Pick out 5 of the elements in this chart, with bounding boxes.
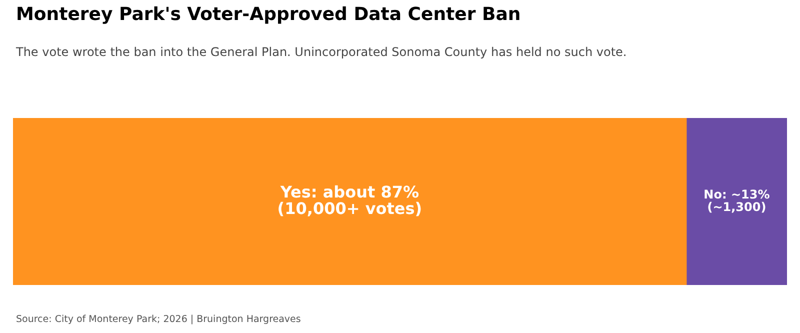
- data-label: Yes: about 87% (10,000+ votes): [277, 182, 422, 218]
- source-note: Source: City of Monterey Park; 2026 | Bruington Hargreaves: [16, 314, 301, 325]
- data-label: No: ~13% (~1,300): [704, 187, 770, 214]
- chart-subtitle: The vote wrote the ban into the General Plan. Unincorporated Sonoma County has held no such vote.: [16, 45, 627, 59]
- chart-title: Monterey Park's Voter-Approved Data Center Ban: [16, 4, 521, 25]
